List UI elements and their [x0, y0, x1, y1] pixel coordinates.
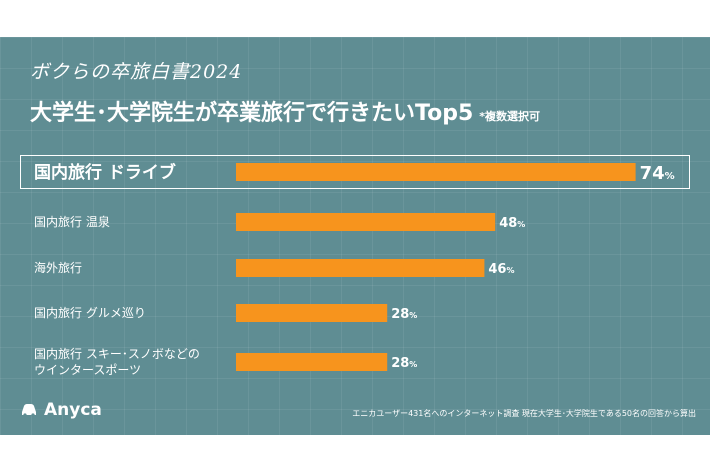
category-label-1: 国内旅行 ドライブ [34, 162, 176, 183]
brand-logo: Anyca [20, 400, 102, 420]
car-logo-icon [22, 404, 36, 417]
source-note: エニカユーザー431名へのインターネット調査 現在大学生･大学院生である50名の… [352, 409, 696, 418]
brand-name: Anyca [44, 400, 102, 420]
bar-4 [236, 304, 388, 322]
series-label: ボクらの卒旅白書2024 [30, 61, 243, 83]
value-label-2: 48% [499, 216, 525, 231]
value-label-1: 74% [640, 163, 675, 184]
top-item-highlight [20, 155, 690, 189]
value-label-4: 28% [391, 307, 417, 322]
value-label-5: 28% [391, 356, 417, 371]
bar-2 [236, 213, 496, 231]
value-label-3: 46% [488, 262, 514, 277]
category-label-4: 国内旅行 グルメ巡り [34, 306, 146, 320]
category-label-2: 国内旅行 温泉 [34, 215, 110, 229]
chart-panel: ボクらの卒旅白書2024 大学生･大学院生が卒業旅行で行きたいTop5 *複数選択… [0, 37, 710, 435]
title-text: 大学生･大学院生が卒業旅行で行きたいTop5 [30, 101, 474, 126]
chart-title: 大学生･大学院生が卒業旅行で行きたいTop5 *複数選択可 [30, 95, 540, 127]
title-note: *複数選択可 [479, 110, 541, 123]
bar-5 [236, 353, 388, 371]
category-label-3: 海外旅行 [34, 260, 82, 275]
bar-3 [236, 259, 485, 277]
bar-chart: 国内旅行 ドライブ 74% 国内旅行 温泉 48% 海外旅行 46% 国内旅行 グルメ巡り 2… [34, 162, 675, 377]
bar-1 [236, 163, 636, 181]
category-label-5: 国内旅行 スキー･スノボなどのウインタースポーツ [34, 347, 200, 377]
